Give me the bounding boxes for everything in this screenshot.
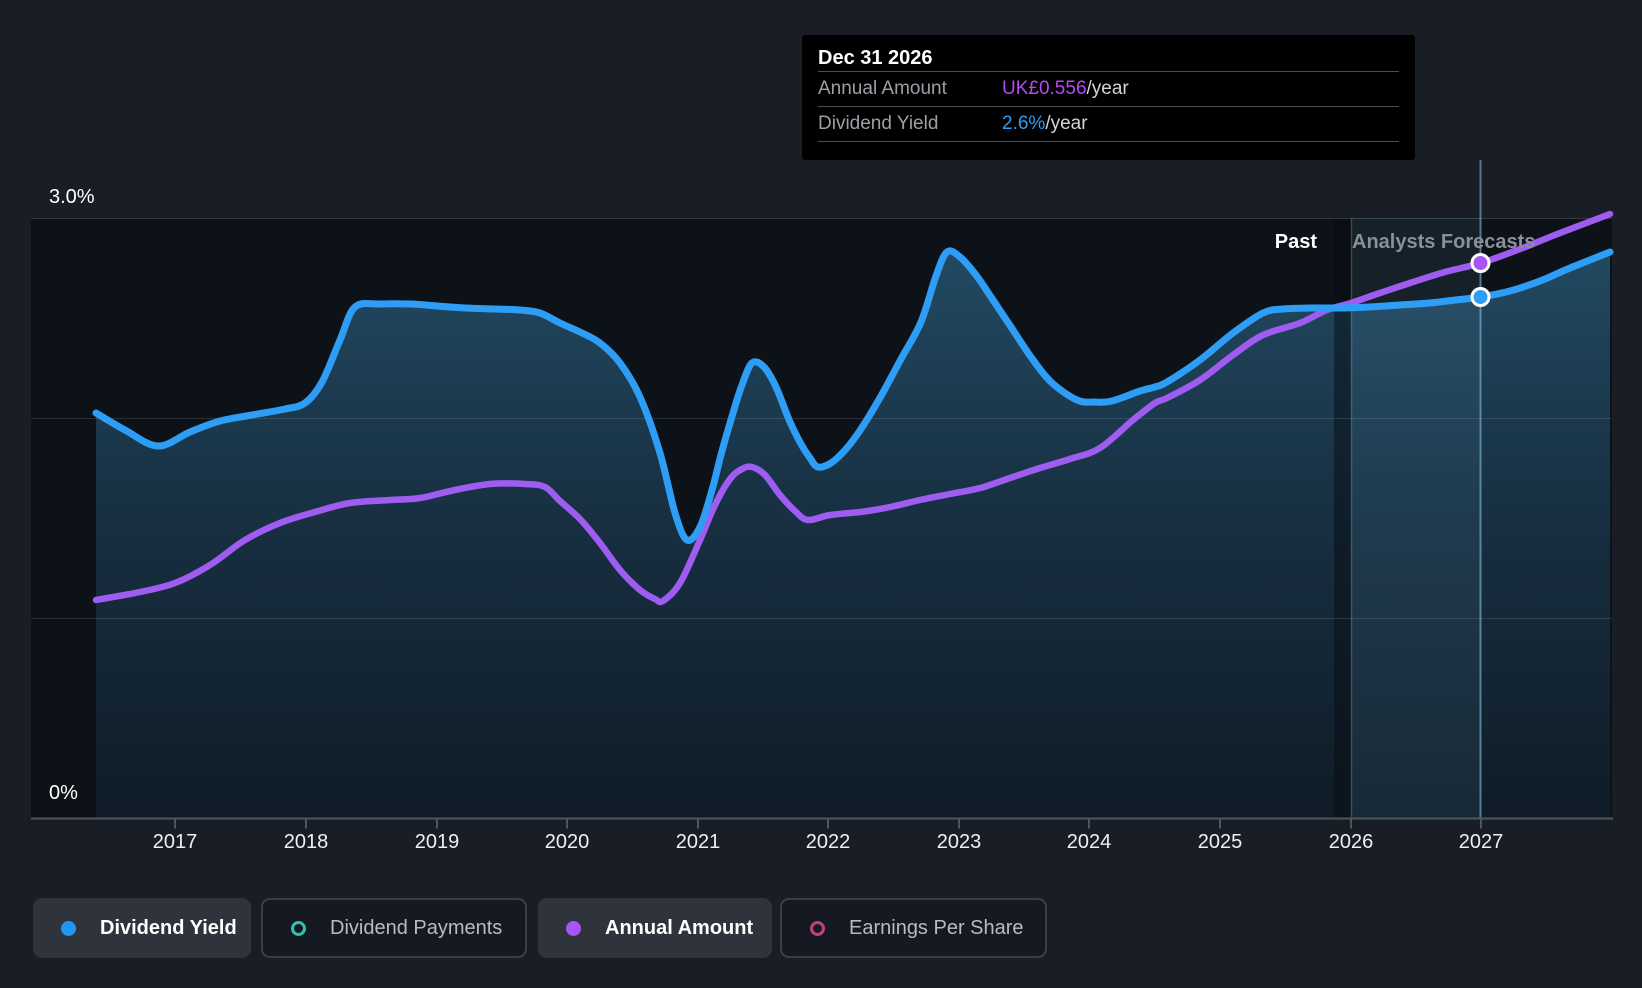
past-region-label: Past — [1274, 231, 1317, 253]
tooltip-date: Dec 31 2026 — [818, 47, 933, 69]
legend-label: Earnings Per Share — [849, 916, 1024, 939]
legend-label: Dividend Payments — [330, 916, 503, 939]
x-axis-label-2017: 2017 — [152, 831, 198, 853]
legend-button-dividend-payments[interactable]: Dividend Payments — [261, 898, 527, 958]
x-axis-label-2027: 2027 — [1458, 831, 1504, 853]
analysts-forecasts-region-label: Analysts Forecasts — [1352, 231, 1536, 253]
tooltip-suffix-annual-amount: /year — [1086, 78, 1129, 99]
annual-amount-hover-marker[interactable] — [1470, 253, 1491, 273]
legend-label: Dividend Yield — [100, 916, 237, 939]
tooltip-value-annual-amount: UK£0.556 — [1002, 78, 1087, 99]
past-forecast-gap — [1334, 218, 1351, 818]
legend-label: Annual Amount — [605, 916, 754, 939]
x-axis-label-2025: 2025 — [1197, 831, 1243, 853]
x-axis-label-2021: 2021 — [675, 831, 721, 853]
legend-button-dividend-yield[interactable]: Dividend Yield — [33, 898, 251, 958]
y-axis-label-bottom: 0% — [49, 782, 78, 804]
x-axis-label-2020: 2020 — [544, 831, 590, 853]
legend-marker-dot-icon — [566, 920, 581, 936]
y-axis-label-top: 3.0% — [49, 186, 95, 208]
x-axis-label-2022: 2022 — [805, 831, 851, 853]
tooltip-row-dividend-yield: Dividend Yield 2.6% /year — [818, 106, 1399, 142]
x-axis-label-2023: 2023 — [936, 831, 982, 853]
hover-year-highlight-band — [1351, 218, 1481, 818]
tooltip-label-dividend-yield: Dividend Yield — [818, 113, 939, 134]
x-axis-label-2024: 2024 — [1066, 831, 1112, 853]
tooltip-value-dividend-yield: 2.6% — [1002, 113, 1046, 134]
hover-tooltip: Dec 31 2026 Annual Amount UK£0.556 /year… — [802, 35, 1415, 160]
tooltip-label-annual-amount: Annual Amount — [818, 78, 947, 99]
x-axis-label-2026: 2026 — [1328, 831, 1374, 853]
dividend-yield-area-fill — [96, 250, 1610, 818]
dividend-yield-line — [92, 247, 1614, 544]
legend-button-annual-amount[interactable]: Annual Amount — [538, 898, 772, 958]
x-axis-label-2019: 2019 — [414, 831, 460, 853]
tooltip-suffix-dividend-yield: /year — [1045, 113, 1088, 134]
x-axis-label-2018: 2018 — [283, 831, 329, 853]
annual-amount-line — [92, 210, 1614, 606]
legend-marker-circle-icon — [291, 920, 306, 936]
tooltip-row-annual-amount: Annual Amount UK£0.556 /year — [818, 71, 1399, 106]
legend-marker-dot-icon — [61, 920, 76, 936]
legend-marker-circle-icon — [810, 920, 825, 936]
dividend-yield-hover-marker[interactable] — [1470, 287, 1491, 307]
legend-button-earnings-per-share[interactable]: Earnings Per Share — [780, 898, 1047, 958]
